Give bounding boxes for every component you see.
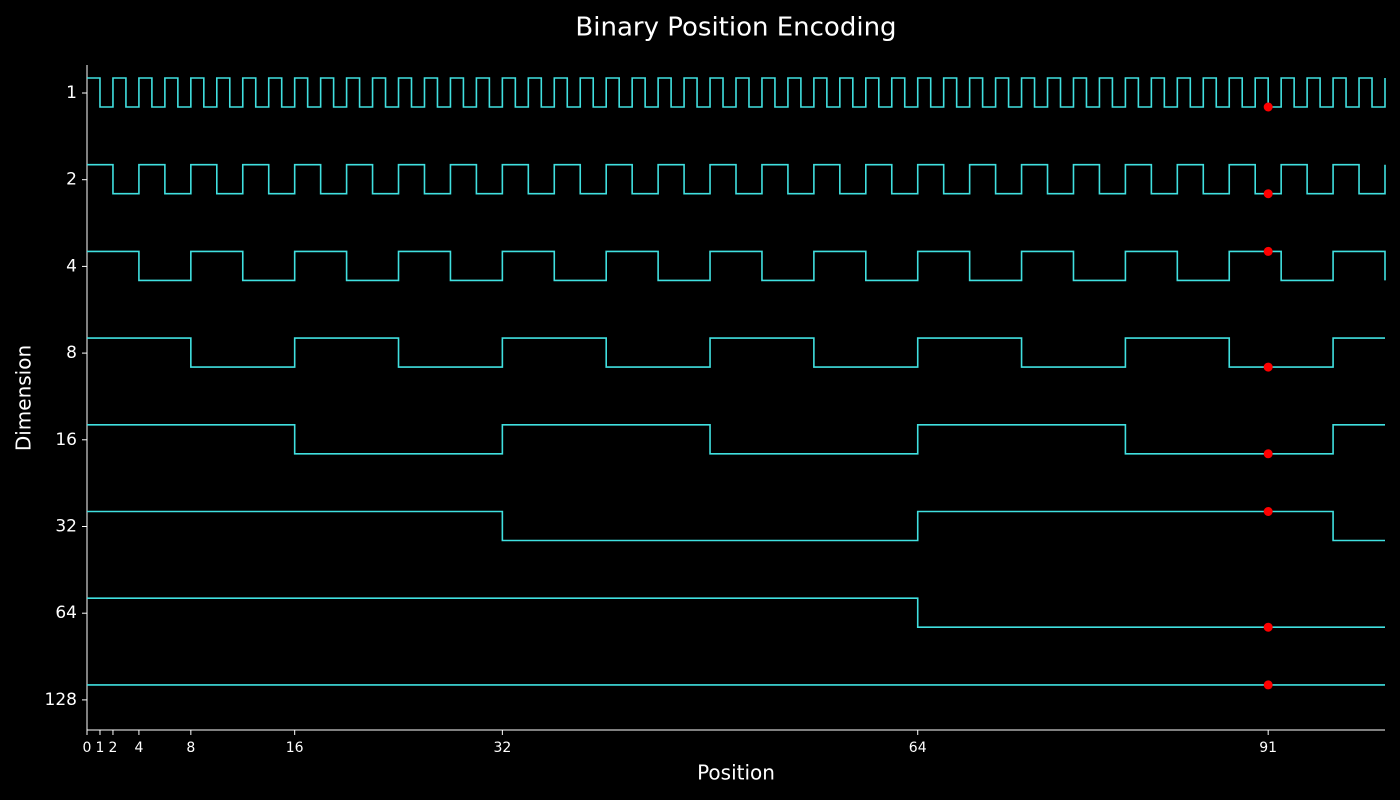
step-line [87, 163, 1386, 195]
x-tick-label: 2 [108, 740, 117, 756]
x-tick-label: 0 [83, 740, 92, 756]
step-line [87, 424, 1385, 455]
y-tick-label: 32 [55, 517, 77, 537]
x-tick-label: 8 [186, 740, 195, 756]
step-line [87, 250, 1386, 282]
y-tick-label: 64 [55, 603, 77, 623]
y-tick-label: 16 [55, 430, 77, 450]
x-tick-label: 16 [286, 740, 304, 756]
highlight-dot [1263, 507, 1273, 516]
y-tick-label: 4 [66, 256, 77, 276]
x-tick-label: 4 [134, 740, 143, 756]
y-tick-label: 1 [66, 83, 77, 103]
y-tick-label: 2 [66, 170, 77, 190]
x-tick-label: 91 [1259, 740, 1277, 756]
step-line [87, 337, 1385, 368]
highlight-dot [1263, 102, 1273, 112]
highlight-dot [1263, 622, 1273, 632]
highlight-dot [1263, 246, 1273, 256]
highlight-dot [1263, 680, 1273, 690]
y-tick-label: 8 [66, 343, 77, 363]
highlight-dot [1263, 449, 1273, 459]
y-axis-label: Dimension [12, 345, 36, 451]
step-line [87, 597, 1385, 628]
step-line [87, 510, 1385, 542]
x-tick-label: 1 [96, 740, 105, 756]
step-line [87, 77, 1386, 108]
highlight-dot [1263, 362, 1273, 372]
x-axis-label: Position [697, 761, 775, 785]
x-tick-label: 64 [909, 740, 927, 756]
y-tick-label: 128 [45, 690, 77, 710]
chart-title: Binary Position Encoding [575, 13, 896, 43]
highlight-dot [1263, 189, 1273, 199]
x-tick-label: 32 [493, 740, 511, 756]
